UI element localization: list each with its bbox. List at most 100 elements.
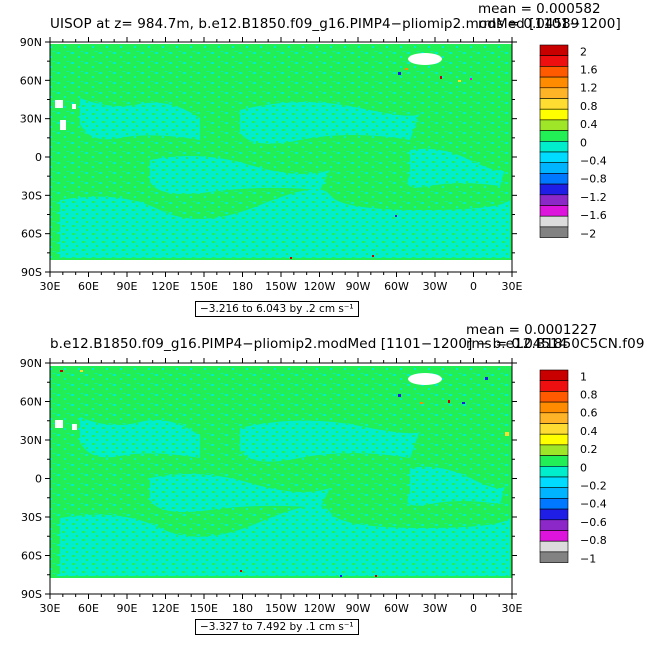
colorbar-box <box>539 466 569 478</box>
lon-tick-label: 120E <box>152 602 180 615</box>
lon-tick-label: 90W <box>346 280 371 293</box>
lon-tick-label: 180 <box>232 602 253 615</box>
lon-tick-label: 30E <box>40 602 61 615</box>
lon-tick-label: 150W <box>265 602 297 615</box>
colorbar-box <box>539 487 569 499</box>
colorbar-box <box>539 551 569 563</box>
lat-tick-label: 60S <box>21 550 42 563</box>
lat-tick-label: 30N <box>20 434 42 447</box>
map-figure: 90N 60N 30N 0 30S 60S 90S 30E 60E 90E 120E 150E 180… <box>20 36 607 293</box>
colorbar-label: −1.6 <box>580 209 607 222</box>
lon-tick-label: 30W <box>423 280 448 293</box>
lat-tick-label: 0 <box>35 473 42 486</box>
lon-tick-label: 0 <box>470 280 477 293</box>
colorbar-label: 0.4 <box>580 118 598 131</box>
lat-tick-label: 90S <box>21 266 42 279</box>
colorbar-box <box>539 498 569 510</box>
colorbar-box <box>539 141 569 153</box>
colorbar-label: 0 <box>580 136 587 149</box>
colorbar-label: 0.6 <box>580 407 598 420</box>
colorbar-box <box>539 519 569 531</box>
lat-tick-label: 60N <box>20 396 42 409</box>
colorbar-box <box>539 476 569 488</box>
colorbar-box <box>539 194 569 206</box>
colorbar-label: −0.2 <box>580 479 607 492</box>
colorbar-label: 0.2 <box>580 443 598 456</box>
colorbar-box <box>539 76 569 89</box>
colorbar-box <box>539 412 569 424</box>
colorbar: 1 0.8 0.6 0.4 0.2 0 −0.2 −0.4 −0.6 −0.8 −1 <box>539 369 607 565</box>
colorbar-label: −0.6 <box>580 516 607 529</box>
lat-tick-label: 30S <box>21 511 42 524</box>
lon-tick-label: 60E <box>78 280 99 293</box>
map-field <box>50 42 512 272</box>
mean-value: mean = 0.000582 <box>478 1 601 17</box>
colorbar-label: −1.2 <box>580 191 607 204</box>
lon-tick-label: 150E <box>190 280 218 293</box>
colorbar-box <box>539 151 569 163</box>
lat-tick-label: 90N <box>20 357 42 370</box>
colorbar-label: −0.4 <box>580 498 607 511</box>
colorbar-box <box>539 108 569 121</box>
lon-tick-label: 30E <box>40 280 61 293</box>
colorbar-label: 1.2 <box>580 82 598 95</box>
lon-tick-label: 120W <box>304 280 336 293</box>
colorbar-box <box>539 44 569 56</box>
lat-tick-label: 60S <box>21 228 42 241</box>
lat-tick-label: 60N <box>20 74 42 87</box>
colorbar-box <box>539 205 569 217</box>
lon-tick-label: 30W <box>423 602 448 615</box>
lon-tick-label: 60W <box>384 602 409 615</box>
colorbar-box <box>539 401 569 414</box>
map-figure: 90N 60N 30N 0 30S 60S 90S 30E 60E 90E 120E 150E 180… <box>20 357 607 615</box>
panel-title: b.e12.B1850.f09_g16.PIMP4−pliomip2.modMe… <box>50 336 645 352</box>
lon-tick-label: 90E <box>117 602 138 615</box>
colorbar-box <box>539 173 569 185</box>
colorbar-label: 0.8 <box>580 100 598 113</box>
colorbar-label: 0 <box>580 461 587 474</box>
lon-tick-label: 120E <box>152 280 180 293</box>
rms-value: rms = 0.04514 <box>466 336 568 352</box>
colorbar-box <box>539 380 569 392</box>
colorbar-box <box>539 433 569 446</box>
latitude-axis: 90N 60N 30N 0 30S 60S 90S <box>20 36 517 279</box>
lat-tick-label: 90S <box>21 588 42 601</box>
colorbar-label: 0.8 <box>580 389 598 402</box>
colorbar-box <box>539 423 569 435</box>
colorbar-label: 1.6 <box>580 64 598 77</box>
colorbar-box <box>539 98 569 110</box>
colorbar-label: −0.4 <box>580 154 607 167</box>
lat-tick-label: 30N <box>20 113 42 126</box>
rms-value: rms = 0.04589 <box>478 16 580 32</box>
colorbar-label: 2 <box>580 45 587 58</box>
lon-tick-label: 150W <box>265 280 297 293</box>
mean-value: mean = 0.0001227 <box>466 322 598 338</box>
longitude-axis: 30E 60E 90E 120E 150E 180 150W 120W 90W 60W 30W 0 30… <box>40 37 523 293</box>
lat-tick-label: 90N <box>20 36 42 49</box>
lon-tick-label: 60E <box>78 602 99 615</box>
panel-title: UISOP at z= 984.7m, b.e12.B1850.f09_g16.… <box>50 16 621 32</box>
colorbar-label: −0.8 <box>580 534 607 547</box>
colorbar-box <box>539 530 569 542</box>
colorbar-box <box>539 444 569 456</box>
range-label: −3.216 to 6.043 by .2 cm s⁻¹ <box>195 301 359 317</box>
latitude-axis: 90N 60N 30N 0 30S 60S 90S <box>20 357 517 601</box>
lon-tick-label: 0 <box>470 602 477 615</box>
colorbar-label: −0.8 <box>580 173 607 186</box>
lon-tick-label: 60W <box>384 280 409 293</box>
colorbar-label: −1 <box>580 552 596 565</box>
lon-tick-label: 150E <box>190 602 218 615</box>
map-panel-top: UISOP at z= 984.7m, b.e12.B1850.f09_g16.… <box>0 0 647 320</box>
lon-tick-label: 180 <box>232 280 253 293</box>
longitude-axis: 30E 60E 90E 120E 150E 180 150W 120W 90W 60W 30W 0 30… <box>40 358 523 615</box>
colorbar-box <box>539 508 569 521</box>
colorbar-box <box>539 87 569 99</box>
colorbar-box <box>539 183 569 196</box>
lon-tick-label: 30E <box>502 602 523 615</box>
colorbar-box <box>539 162 569 174</box>
colorbar-label: −2 <box>580 227 596 240</box>
colorbar-box <box>539 130 569 142</box>
colorbar-box <box>539 215 569 228</box>
lon-tick-label: 30E <box>502 280 523 293</box>
colorbar: 2 1.6 1.2 0.8 0.4 0 −0.4 −0.8 −1.2 −1.6 −2 <box>539 44 607 240</box>
